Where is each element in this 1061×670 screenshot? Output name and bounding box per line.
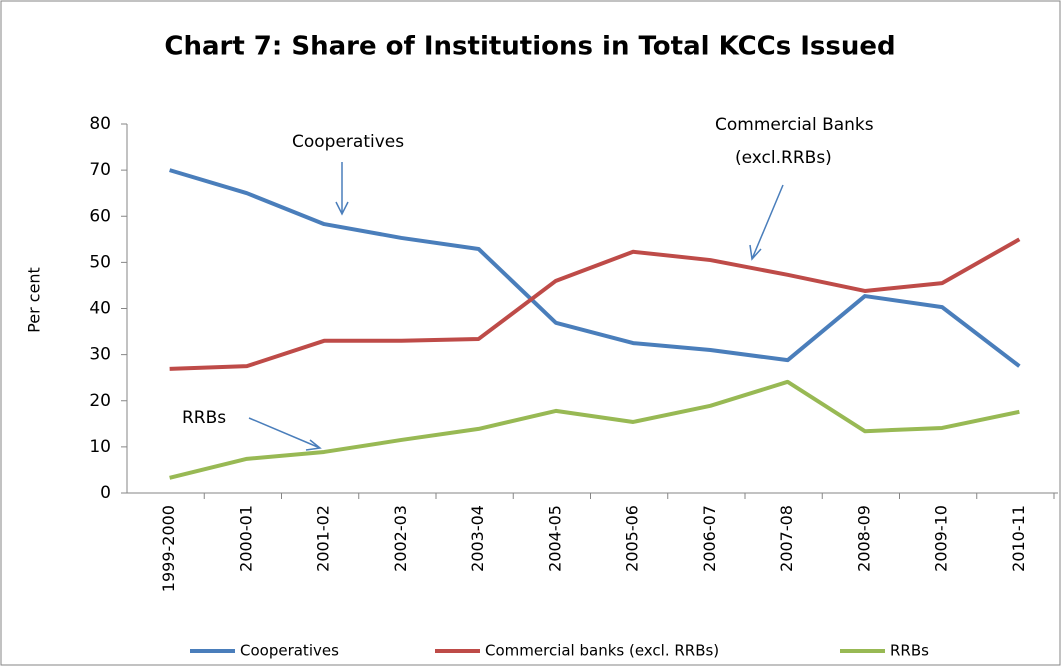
- x-tick-label: 2007-08: [777, 505, 796, 572]
- y-tick-label: 20: [89, 391, 111, 411]
- y-tick-label: 10: [89, 437, 111, 457]
- y-tick-label: 60: [89, 206, 111, 226]
- annotation: Commercial Banks: [715, 115, 874, 135]
- chart-title: Chart 7: Share of Institutions in Total …: [164, 32, 895, 62]
- x-tick-label: 1999-2000: [159, 505, 178, 592]
- series-line: [169, 379, 1020, 480]
- x-tick-label: 2003-04: [468, 505, 487, 572]
- x-tick-label: 2009-10: [932, 505, 951, 572]
- x-tick-label: 2000-01: [236, 505, 255, 572]
- x-tick-label: 2005-06: [623, 505, 642, 572]
- series-line: [169, 168, 1021, 368]
- y-tick-label: 80: [89, 114, 111, 134]
- annotation: Cooperatives: [292, 132, 404, 152]
- y-tick-label: 40: [89, 299, 111, 319]
- annotation: RRBs: [182, 408, 226, 428]
- x-tick-label: 2001-02: [314, 505, 333, 572]
- y-axis-label: Per cent: [25, 267, 44, 333]
- legend-label: Commercial banks (excl. RRBs): [485, 642, 719, 660]
- y-tick-label: 0: [100, 483, 111, 503]
- legend-label: RRBs: [890, 642, 929, 660]
- series-line: [169, 237, 1021, 371]
- x-tick-label: 2004-05: [545, 505, 564, 572]
- x-tick-label: 2008-09: [854, 505, 873, 572]
- y-tick-label: 30: [89, 345, 111, 365]
- y-tick-label: 70: [89, 160, 111, 180]
- legend-label: Cooperatives: [240, 642, 339, 660]
- x-tick-label: 2010-11: [1009, 505, 1028, 572]
- y-tick-label: 50: [89, 252, 111, 272]
- annotation-arrows: [248, 162, 784, 451]
- x-tick-label: 2006-07: [700, 505, 719, 572]
- x-tick-label: 2002-03: [391, 505, 410, 572]
- annotation: (excl.RRBs): [735, 148, 832, 168]
